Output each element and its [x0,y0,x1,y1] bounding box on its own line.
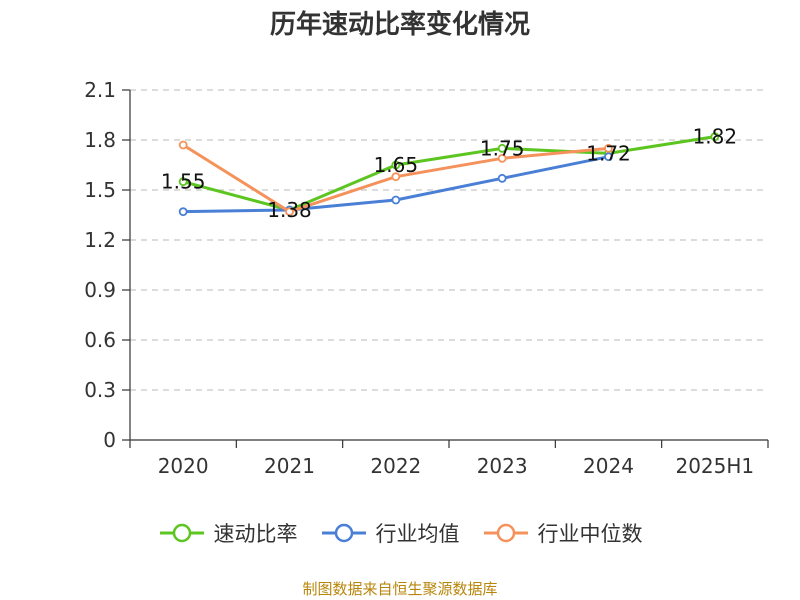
data-point [391,160,401,170]
data-point [497,173,507,183]
data-point [604,152,613,162]
legend-label: 行业中位数 [537,522,643,546]
y-tick-label: 1.8 [84,128,116,152]
data-point [391,172,401,182]
legend-item-industry-mean[interactable]: 行业均值 [320,518,460,548]
data-label: 1.82 [693,125,738,149]
data-point [391,195,401,205]
legend-item-quick-ratio[interactable]: 速动比率 [158,518,298,548]
data-point [178,140,188,150]
y-tick-label: 0 [103,428,116,452]
y-tick-label: 0.9 [84,278,116,302]
data-point [285,207,294,217]
y-tick-label: 0.6 [84,328,116,352]
y-tick-label: 1.5 [84,178,116,202]
legend-item-industry-median[interactable]: 行业中位数 [482,518,643,548]
data-label: 1.38 [267,198,312,222]
legend-marker-icon [483,523,528,543]
x-tick-label: 2021 [264,454,315,478]
legend-label: 行业均值 [375,522,460,546]
series-line [182,135,716,212]
legend: 速动比率 行业均值 行业中位数 [0,518,800,548]
data-label: 1.72 [586,141,631,165]
y-tick-label: 2.1 [84,78,116,102]
legend-marker-icon [321,523,366,543]
chart-title: 历年速动比率变化情况 [269,10,530,40]
data-label: 1.65 [374,153,419,177]
data-point [497,143,507,153]
data-source-note: 制图数据来自恒生聚源数据库 [302,580,498,598]
data-label: 1.55 [161,170,206,194]
data-point [178,207,188,217]
x-tick-label: 2022 [370,454,421,478]
x-tick-label: 2023 [477,454,528,478]
y-tick-label: 1.2 [84,228,116,252]
data-point [710,132,720,142]
x-tick-label: 2020 [158,454,209,478]
data-point [178,177,188,187]
legend-label: 速动比率 [213,522,298,546]
x-tick-label: 2024 [583,454,634,478]
data-point [497,153,507,163]
data-point [604,143,613,153]
data-label: 1.75 [480,136,525,160]
legend-marker-icon [159,523,204,543]
y-tick-label: 0.3 [84,378,116,402]
x-tick-label: 2025H1 [675,454,754,478]
